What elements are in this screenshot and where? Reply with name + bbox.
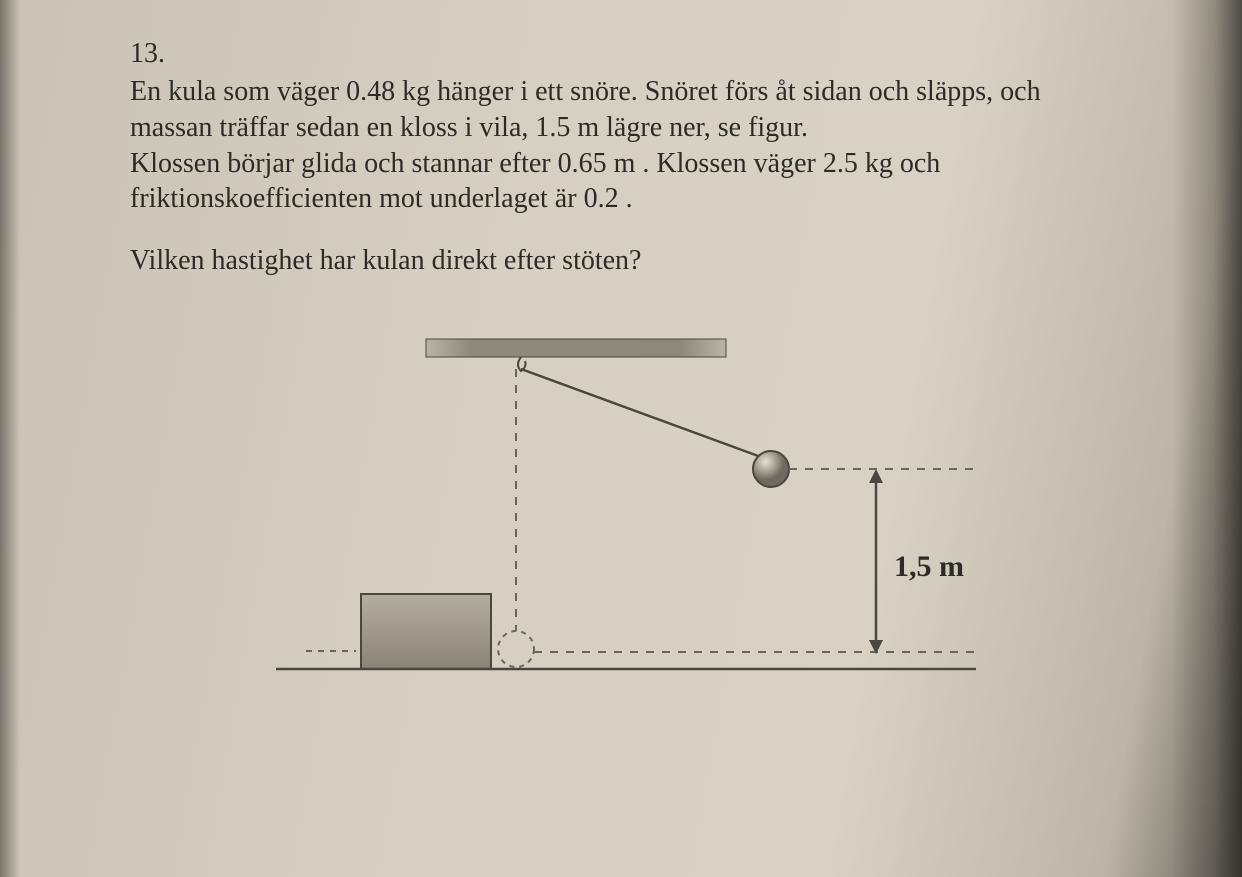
problem-text: En kula som väger 0.48 kg hänger i ett s…	[130, 74, 1100, 217]
figure-svg	[216, 309, 1036, 729]
value-slide-distance: 0.65 m	[558, 148, 636, 179]
text-part: lägre ner, se figur.	[599, 112, 808, 143]
height-dimension-label: 1,5 m	[894, 550, 964, 584]
page-shadow-left	[0, 0, 20, 877]
value-drop-height: 1.5 m	[535, 112, 599, 143]
figure: 1,5 m	[216, 309, 1036, 729]
problem-question: Vilken hastighet har kulan direkt efter …	[130, 245, 1122, 277]
page-shadow-right	[1172, 0, 1242, 877]
page: 13. En kula som väger 0.48 kg hänger i e…	[0, 0, 1242, 877]
text-part: En kula som väger	[130, 76, 346, 107]
value-ball-mass: 0.48 kg	[346, 76, 430, 107]
text-part: Klossen börjar glida och stannar efter	[130, 148, 558, 179]
problem-number: 13.	[130, 38, 1122, 70]
text-part: . Klossen väger	[635, 148, 822, 179]
text-part: .	[619, 183, 633, 214]
value-block-mass: 2.5 kg	[823, 148, 893, 179]
value-friction-coeff: 0.2	[584, 183, 619, 214]
